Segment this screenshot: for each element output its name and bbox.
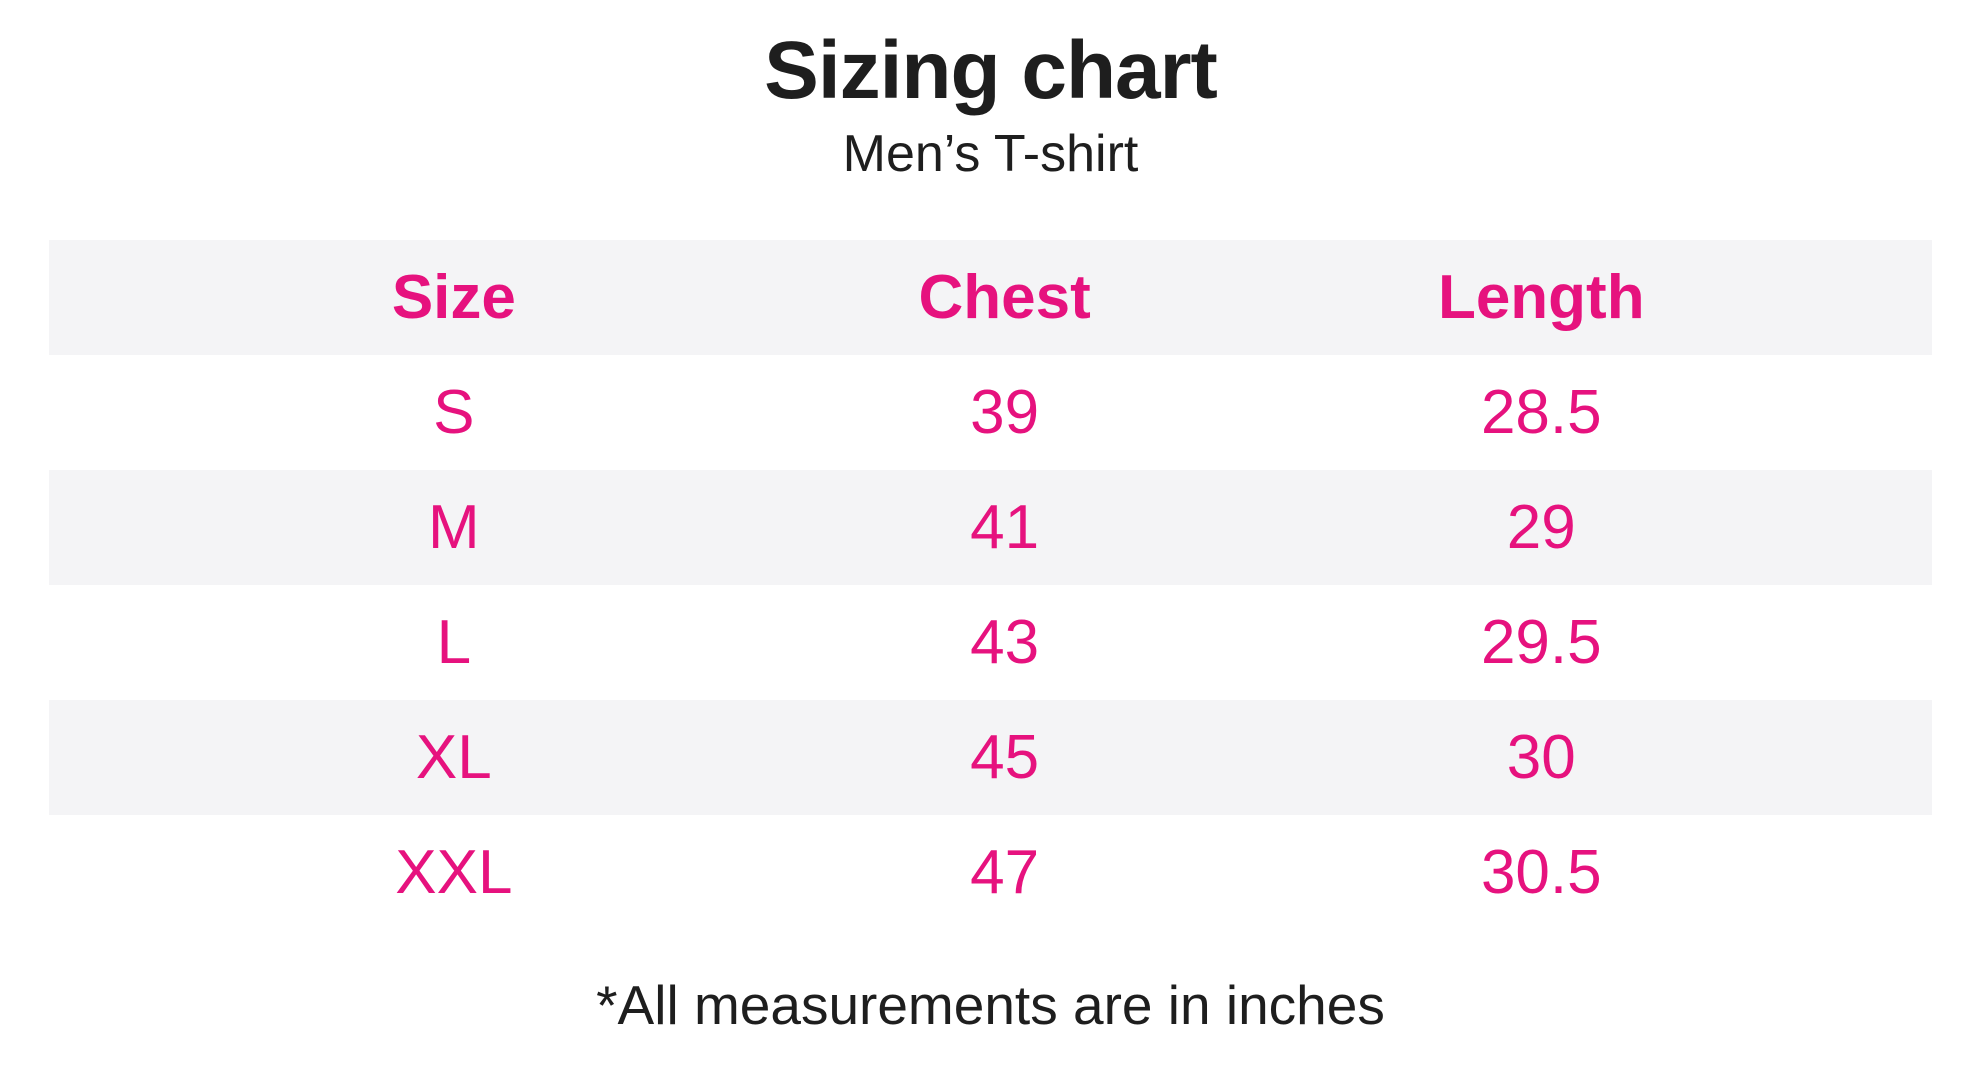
length-cell: 30.5 (1480, 838, 1602, 907)
size-cell: L (436, 608, 472, 677)
table-header-row: Size Chest Length (49, 240, 1932, 355)
sizing-table: Size Chest Length S 39 28.5 M 41 29 L 43… (49, 240, 1932, 930)
chest-cell: 45 (970, 723, 1040, 792)
table-row-xxl: XXL 47 30.5 (49, 815, 1932, 930)
table-row-xl: XL 45 30 (49, 700, 1932, 815)
length-cell: 29.5 (1480, 608, 1602, 677)
size-cell: M (428, 493, 480, 562)
column-header-chest: Chest (918, 263, 1091, 332)
chest-cell: 47 (970, 838, 1040, 907)
size-cell: XXL (395, 838, 513, 907)
column-header-length: Length (1437, 263, 1645, 332)
page-title: Sizing chart (764, 25, 1218, 116)
column-header-size: Size (391, 263, 516, 332)
page-subtitle: Men’s T-shirt (842, 125, 1139, 183)
size-cell: S (433, 378, 475, 447)
length-cell: 28.5 (1480, 378, 1602, 447)
chest-cell: 41 (970, 493, 1040, 562)
table-row-s: S 39 28.5 (49, 355, 1932, 470)
table-row-l: L 43 29.5 (49, 585, 1932, 700)
table-row-m: M 41 29 (49, 470, 1932, 585)
length-cell: 30 (1506, 723, 1576, 792)
size-cell: XL (415, 723, 492, 792)
chest-cell: 39 (970, 378, 1040, 447)
length-cell: 29 (1506, 493, 1576, 562)
measurements-footnote: *All measurements are in inches (596, 974, 1385, 1036)
chest-cell: 43 (970, 608, 1040, 677)
